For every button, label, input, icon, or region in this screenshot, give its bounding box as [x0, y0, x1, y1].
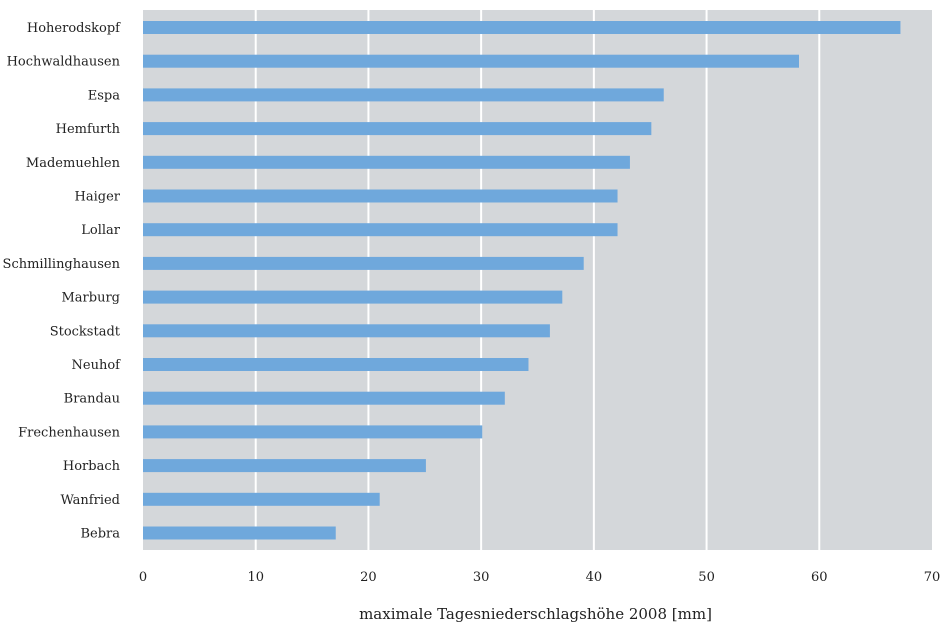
- category-label: Marburg: [61, 291, 120, 306]
- x-tick-label: 70: [924, 570, 941, 585]
- category-label: Neuhof: [72, 358, 122, 373]
- x-tick-label: 30: [473, 570, 490, 585]
- category-label: Hochwaldhausen: [7, 55, 121, 70]
- bar: [143, 223, 618, 237]
- bar: [143, 324, 550, 338]
- category-label: Mademuehlen: [26, 156, 121, 171]
- category-label: Schmillinghausen: [3, 257, 121, 272]
- category-label: Frechenhausen: [18, 425, 121, 440]
- bar: [143, 88, 664, 102]
- category-label: Haiger: [75, 190, 121, 205]
- bar: [143, 54, 799, 68]
- bar: [143, 189, 618, 203]
- bar: [143, 459, 426, 473]
- category-label: Horbach: [63, 459, 121, 474]
- bar: [143, 425, 483, 439]
- bar: [143, 21, 901, 34]
- bar: [143, 122, 652, 136]
- bar: [143, 391, 505, 405]
- x-tick-label: 40: [586, 570, 603, 585]
- x-tick-label: 0: [139, 570, 147, 585]
- bar: [143, 155, 630, 169]
- category-label: Wanfried: [60, 493, 120, 508]
- bar: [143, 290, 563, 304]
- x-tick-labels: 0 10 20 30 40 50 60 70: [139, 570, 940, 585]
- category-label: Espa: [88, 88, 120, 103]
- category-label: Lollar: [81, 223, 121, 238]
- category-label: Stockstadt: [50, 324, 121, 339]
- category-label: Brandau: [64, 392, 120, 407]
- x-axis-title: maximale Tagesniederschlagshöhe 2008 [mm…: [359, 605, 712, 623]
- x-tick-label: 60: [811, 570, 828, 585]
- x-tick-label: 10: [247, 570, 264, 585]
- bar: [143, 492, 380, 506]
- category-labels: Hoherodskopf Hochwaldhausen Espa Hemfurth Ma…: [3, 21, 122, 542]
- category-label: Bebra: [80, 527, 120, 542]
- bar: [143, 358, 529, 371]
- bar: [143, 256, 584, 270]
- x-tick-label: 20: [360, 570, 377, 585]
- category-label: Hemfurth: [56, 122, 121, 137]
- category-label: Hoherodskopf: [27, 21, 121, 36]
- bar: [143, 526, 336, 540]
- x-tick-label: 50: [698, 570, 715, 585]
- bars: [143, 21, 901, 540]
